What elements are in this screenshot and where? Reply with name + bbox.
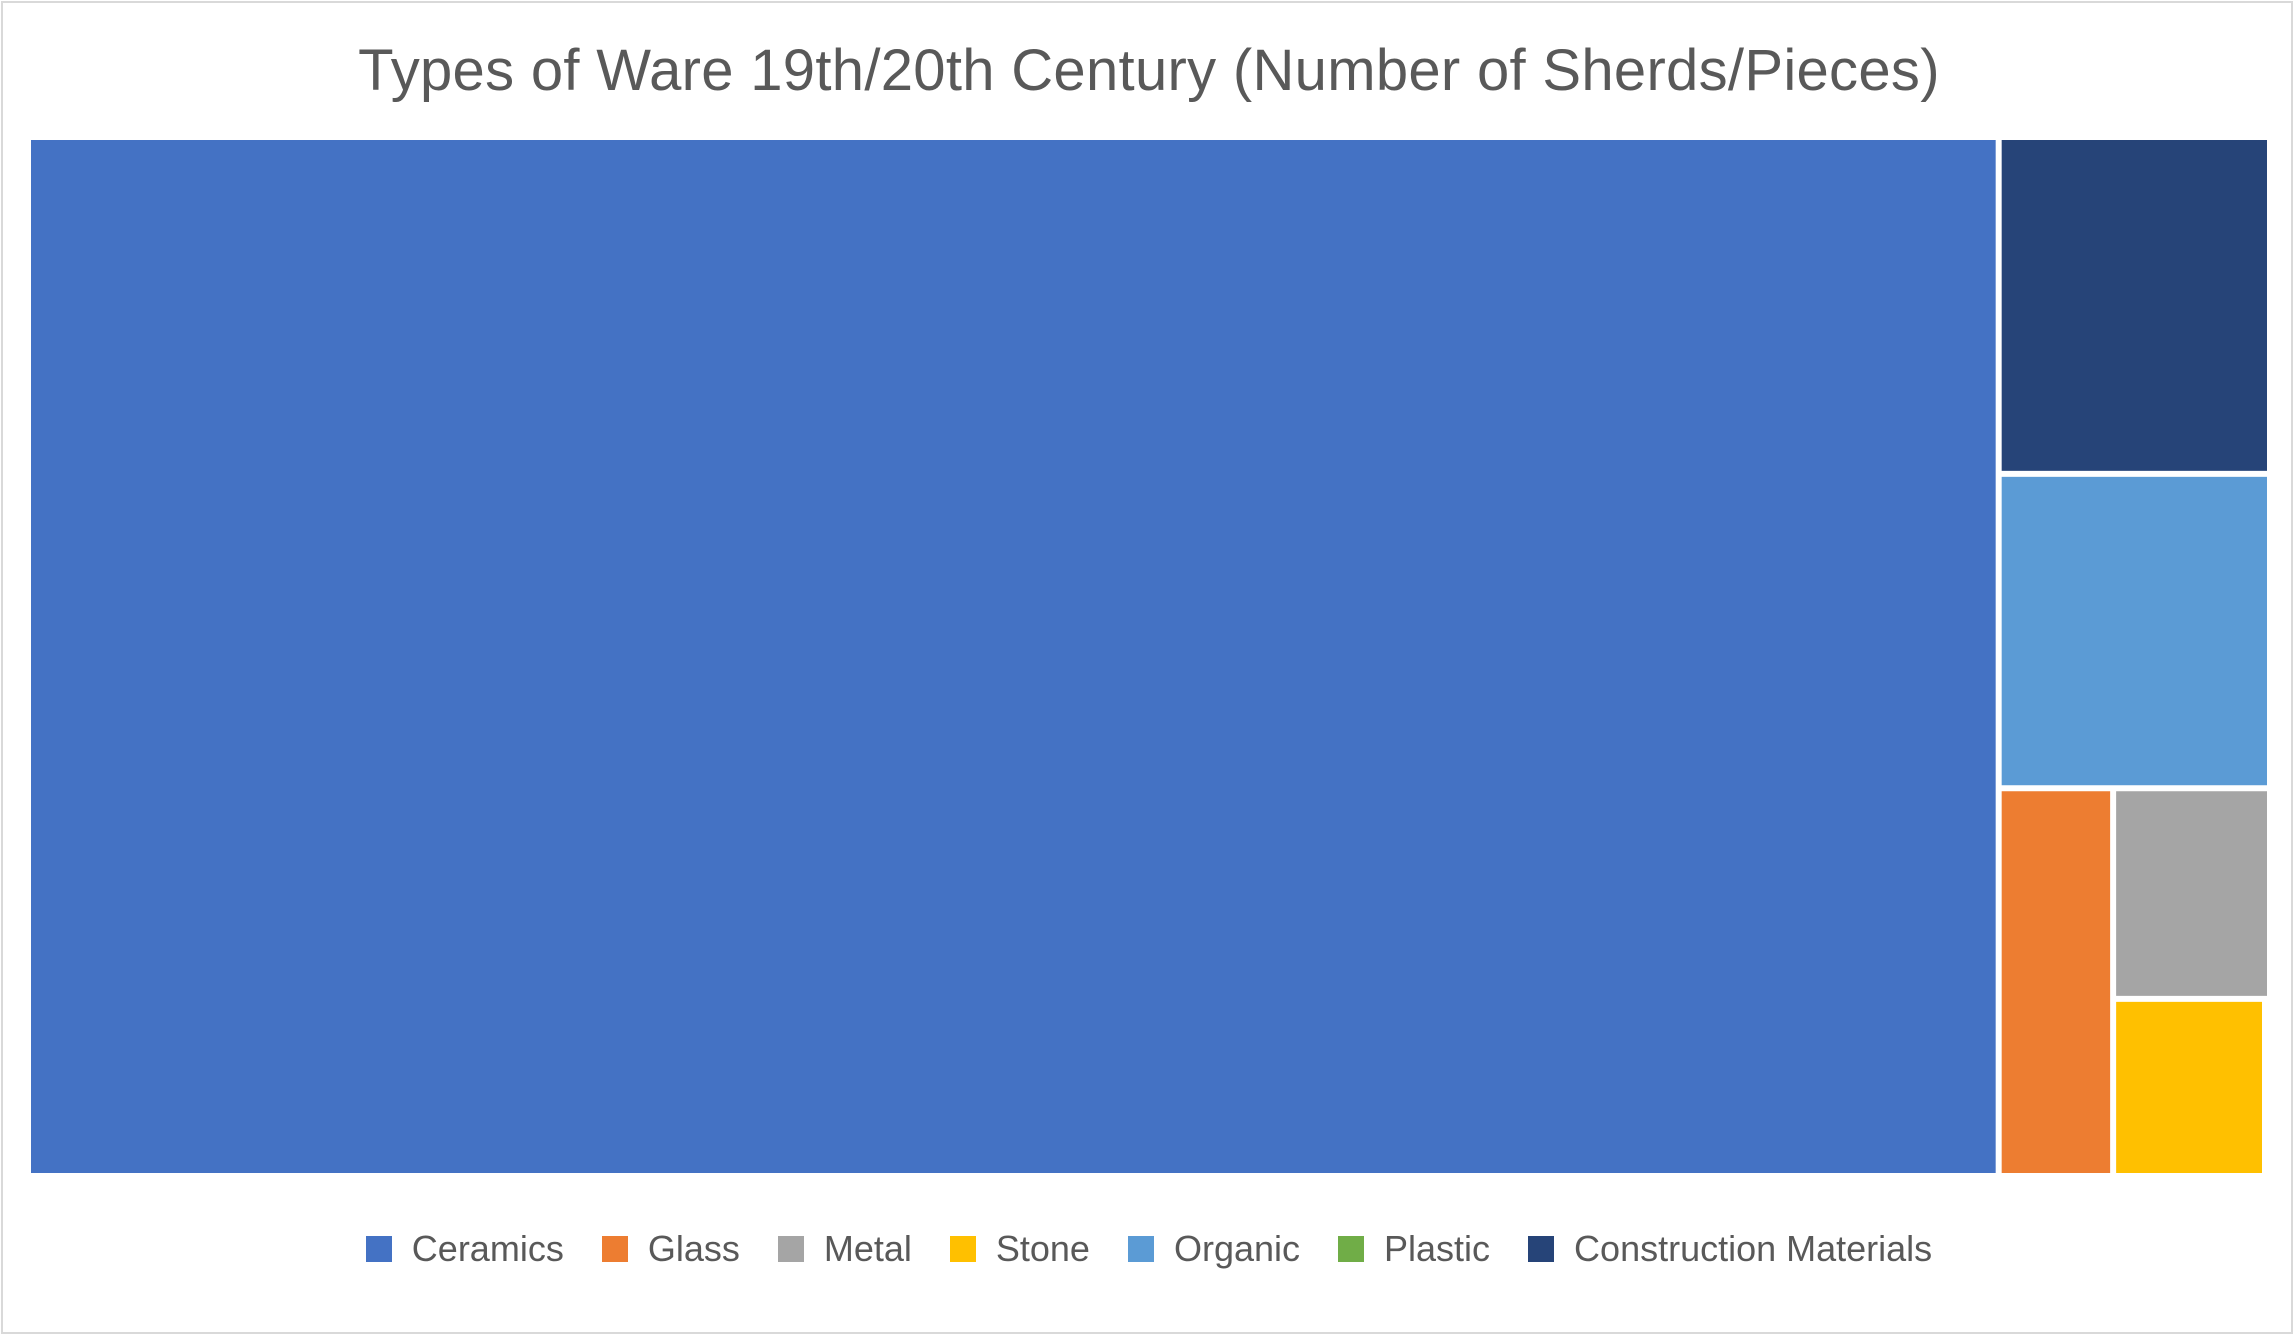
legend-item-plastic: Plastic	[1338, 1228, 1490, 1270]
legend-label: Glass	[647, 1228, 740, 1269]
legend-swatch	[1528, 1236, 1555, 1262]
legend-swatch	[365, 1236, 392, 1262]
legend-item-glass: Glass	[601, 1228, 740, 1270]
legend-swatch	[1127, 1236, 1154, 1262]
legend-label: Metal	[823, 1228, 912, 1269]
treemap-tile-organic	[2001, 476, 2267, 786]
legend-item-organic: Organic	[1127, 1228, 1301, 1270]
treemap-tile-construction-materials	[2001, 140, 2267, 471]
treemap-tile-metal	[2116, 791, 2267, 996]
legend-label: Stone	[995, 1228, 1090, 1269]
legend-item-ceramics: Ceramics	[365, 1228, 564, 1270]
legend-swatch	[777, 1236, 804, 1262]
treemap-plot	[31, 140, 2267, 1173]
legend-label: Organic	[1173, 1228, 1301, 1269]
legend-item-construction-materials: Construction Materials	[1528, 1228, 1932, 1270]
legend-item-metal: Metal	[777, 1228, 912, 1270]
legend: Ceramics Glass Metal Stone Organic Plastic Con…	[3, 1228, 2295, 1270]
treemap-tile-ceramics	[31, 140, 1996, 1173]
treemap-tile-glass	[2001, 791, 2111, 1173]
legend-swatch	[949, 1236, 976, 1262]
legend-label: Construction Materials	[1574, 1228, 1933, 1269]
legend-swatch	[601, 1236, 628, 1262]
treemap-tile-stone	[2116, 1001, 2262, 1173]
legend-swatch	[1338, 1236, 1365, 1262]
legend-label: Ceramics	[411, 1228, 564, 1269]
legend-label: Plastic	[1384, 1228, 1491, 1269]
chart-title: Types of Ware 19th/20th Century (Number …	[358, 38, 1940, 103]
legend-item-stone: Stone	[949, 1228, 1090, 1270]
